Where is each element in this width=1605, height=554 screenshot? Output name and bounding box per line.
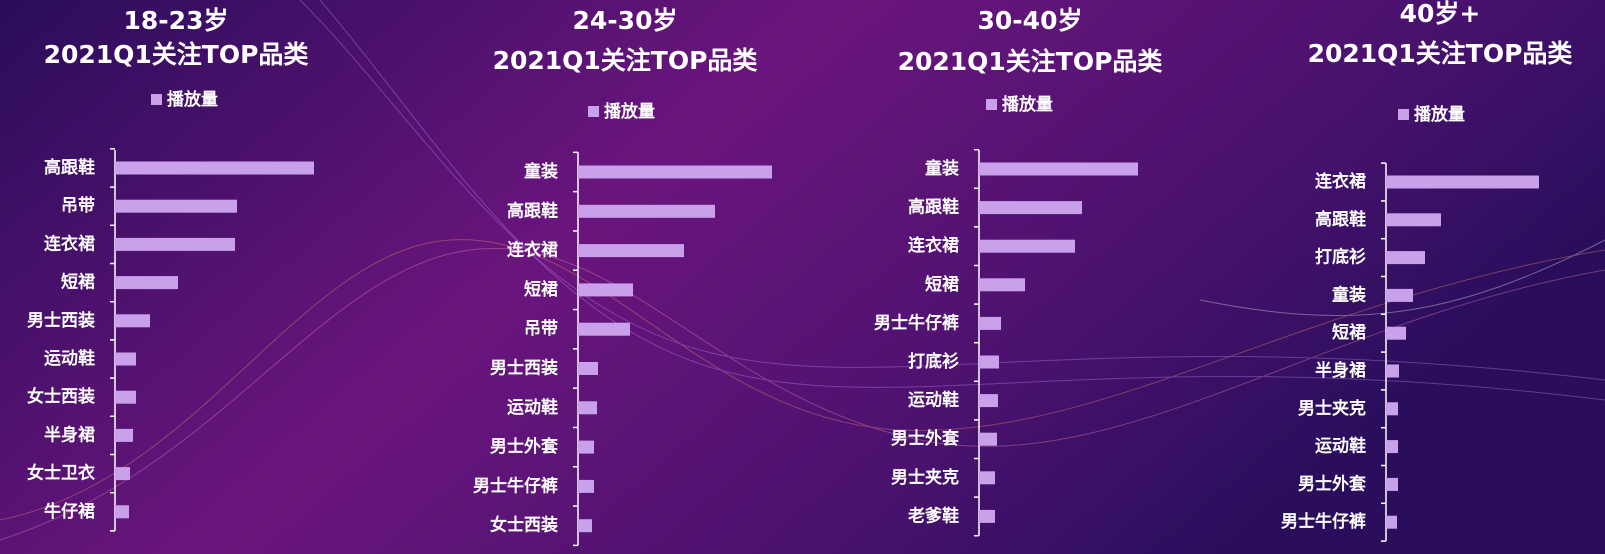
legend-swatch	[151, 94, 162, 105]
bar	[578, 480, 594, 493]
category-label: 连衣裙	[44, 233, 95, 254]
bar	[1386, 327, 1406, 340]
bar	[979, 356, 999, 369]
category-label: 女士卫衣	[27, 463, 95, 484]
bar	[115, 353, 136, 366]
bar	[979, 433, 997, 446]
legend-swatch	[986, 99, 997, 110]
bar	[115, 162, 314, 175]
legend-swatch	[588, 106, 599, 117]
bar	[979, 278, 1025, 291]
category-label: 短裙	[524, 279, 558, 300]
legend-label: 播放量	[1002, 94, 1053, 115]
bar	[1386, 251, 1425, 264]
bar	[1386, 176, 1539, 189]
category-label: 吊带	[61, 195, 95, 216]
bar	[115, 505, 129, 518]
bar	[1386, 516, 1397, 529]
legend-swatch	[1398, 109, 1409, 120]
category-label: 女士西装	[27, 386, 95, 407]
bar	[1386, 402, 1398, 415]
chart-title: 30-40岁	[978, 6, 1083, 35]
category-label: 牛仔裙	[44, 501, 95, 522]
category-label: 打底衫	[1315, 247, 1366, 268]
category-label: 连衣裙	[908, 235, 959, 256]
category-label: 运动鞋	[1315, 436, 1366, 457]
category-label: 连衣裙	[507, 240, 558, 261]
legend-label: 播放量	[1414, 104, 1465, 125]
chart-subtitle: 2021Q1关注TOP品类	[1308, 39, 1574, 68]
category-label: 短裙	[925, 274, 959, 295]
category-label: 老爹鞋	[907, 505, 959, 526]
bar	[578, 401, 597, 414]
chart-subtitle: 2021Q1关注TOP品类	[44, 40, 310, 69]
bar	[1386, 478, 1398, 491]
bar	[578, 205, 715, 218]
background	[0, 0, 1605, 554]
bar	[578, 244, 684, 257]
bar	[115, 238, 235, 251]
category-label: 短裙	[61, 272, 95, 293]
category-label: 男士牛仔裤	[1281, 511, 1366, 532]
bar	[578, 166, 772, 179]
bar	[979, 394, 998, 407]
category-label: 男士夹克	[891, 467, 959, 488]
category-label: 男士西装	[27, 310, 95, 331]
bar	[578, 283, 633, 296]
category-label: 男士西装	[490, 358, 558, 379]
dashboard: 18-23岁2021Q1关注TOP品类播放量高跟鞋吊带连衣裙短裙男士西装运动鞋女…	[0, 0, 1605, 554]
category-label: 运动鞋	[908, 390, 959, 411]
legend-label: 播放量	[604, 101, 655, 122]
category-label: 高跟鞋	[44, 157, 95, 178]
chart-title: 40岁+	[1400, 0, 1481, 28]
bar	[1386, 213, 1441, 226]
bar	[115, 314, 150, 327]
category-label: 吊带	[524, 318, 558, 339]
category-label: 男士牛仔裤	[874, 312, 959, 333]
bar	[115, 276, 178, 289]
bar	[578, 441, 594, 454]
bar	[1386, 289, 1413, 302]
category-label: 短裙	[1332, 322, 1366, 343]
category-label: 运动鞋	[44, 348, 95, 369]
category-label: 童装	[1332, 284, 1366, 305]
bar	[1386, 365, 1399, 378]
bar	[979, 471, 995, 484]
category-label: 男士外套	[891, 428, 960, 449]
category-label: 女士西装	[490, 515, 558, 536]
category-label: 半身裙	[44, 424, 95, 445]
category-label: 高跟鞋	[908, 197, 959, 218]
category-label: 男士外套	[1298, 473, 1367, 494]
chart-subtitle: 2021Q1关注TOP品类	[898, 47, 1164, 76]
category-label: 童装	[524, 161, 558, 182]
chart-title: 18-23岁	[124, 6, 229, 35]
bar	[979, 317, 1001, 330]
category-label: 男士牛仔裤	[473, 475, 558, 496]
bar	[1386, 440, 1398, 453]
bar	[979, 201, 1082, 214]
category-label: 童装	[925, 158, 959, 179]
legend-label: 播放量	[167, 89, 218, 110]
category-label: 男士外套	[490, 436, 559, 457]
bar	[979, 510, 995, 523]
chart-subtitle: 2021Q1关注TOP品类	[493, 46, 759, 75]
bar	[115, 391, 136, 404]
bar	[115, 467, 130, 480]
category-label: 打底衫	[908, 351, 959, 372]
category-label: 高跟鞋	[1315, 209, 1366, 230]
bar	[979, 163, 1138, 176]
bar	[115, 429, 133, 442]
category-label: 连衣裙	[1315, 171, 1366, 192]
chart-title: 24-30岁	[573, 6, 678, 35]
bar	[578, 362, 598, 375]
bar	[115, 200, 237, 213]
bar	[578, 323, 630, 336]
category-label: 高跟鞋	[507, 200, 558, 221]
bar	[979, 240, 1075, 253]
bar	[578, 519, 592, 532]
category-label: 半身裙	[1315, 360, 1366, 381]
category-label: 男士夹克	[1298, 398, 1366, 419]
category-label: 运动鞋	[507, 397, 558, 418]
